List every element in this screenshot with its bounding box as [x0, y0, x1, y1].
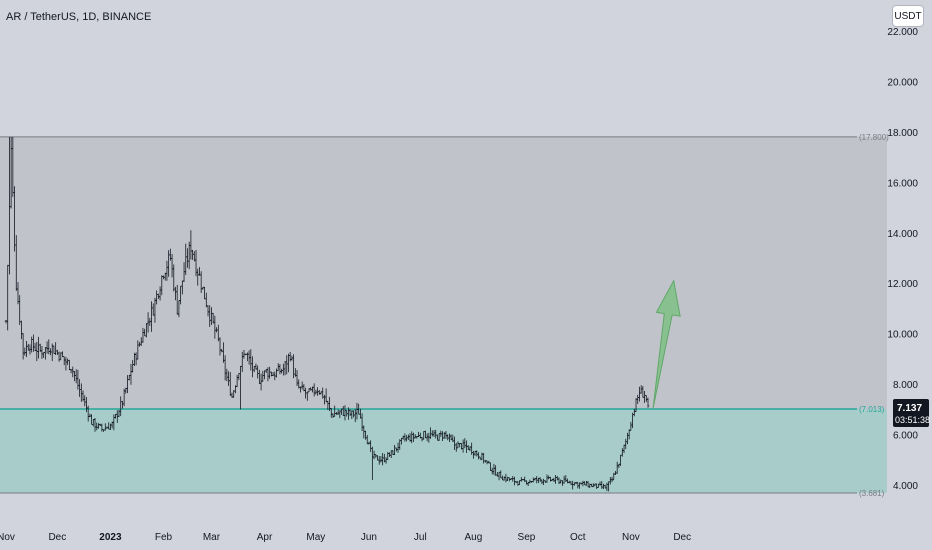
y-tick-9: 4.000: [893, 481, 918, 492]
level-label-1: (7.013): [859, 405, 885, 414]
x-tick-12: Nov: [622, 532, 640, 543]
price-axis: 22.000 20.000 18.000 16.000 14.000 12.000 10.0…: [887, 27, 918, 492]
y-tick-5: 12.000: [887, 279, 918, 290]
x-tick-9: Aug: [464, 532, 482, 543]
currency-button[interactable]: USDT: [892, 5, 924, 27]
x-tick-10: Sep: [518, 532, 536, 543]
x-tick-11: Oct: [570, 532, 586, 543]
level-label-2: (3.681): [859, 489, 885, 498]
x-tick-0: Nov: [0, 532, 15, 543]
x-tick-8: Jul: [414, 532, 427, 543]
time-axis: Nov Dec 2023 Feb Mar Apr May Jun Jul Aug Sep Oct Nov…: [0, 532, 691, 543]
projection-arrow: [652, 279, 681, 409]
y-tick-0: 22.000: [887, 27, 918, 38]
price-label-countdown: 03:51:38: [895, 415, 930, 425]
x-tick-7: Jun: [361, 532, 377, 543]
candle-series: [4, 136, 650, 492]
price-label-value: 7.137: [897, 403, 922, 414]
price-zones: [0, 136, 887, 494]
level-label-0: (17.800): [859, 133, 889, 142]
y-tick-6: 10.000: [887, 330, 918, 341]
x-tick-6: May: [306, 532, 325, 543]
horizontal-levels: (17.800) (7.013) (3.681): [0, 133, 889, 498]
y-tick-3: 16.000: [887, 178, 918, 189]
zone-1: [0, 409, 887, 494]
chart-title: AR / TetherUS, 1D, BINANCE: [6, 11, 152, 23]
x-tick-1: Dec: [48, 532, 66, 543]
candle-375: [646, 397, 650, 408]
x-tick-5: Apr: [257, 532, 273, 543]
y-tick-8: 6.000: [893, 431, 918, 442]
price-label-box: [893, 399, 929, 428]
y-tick-1: 20.000: [887, 77, 918, 88]
y-tick-7: 8.000: [893, 380, 918, 391]
bullish-arrow: [652, 279, 681, 409]
x-tick-3: Feb: [155, 532, 173, 543]
x-tick-13: Dec: [673, 532, 691, 543]
y-tick-4: 14.000: [887, 229, 918, 240]
zone-0: [0, 136, 887, 410]
y-tick-2: 18.000: [887, 128, 918, 139]
x-tick-4: Mar: [203, 532, 221, 543]
x-tick-2: 2023: [99, 532, 122, 543]
